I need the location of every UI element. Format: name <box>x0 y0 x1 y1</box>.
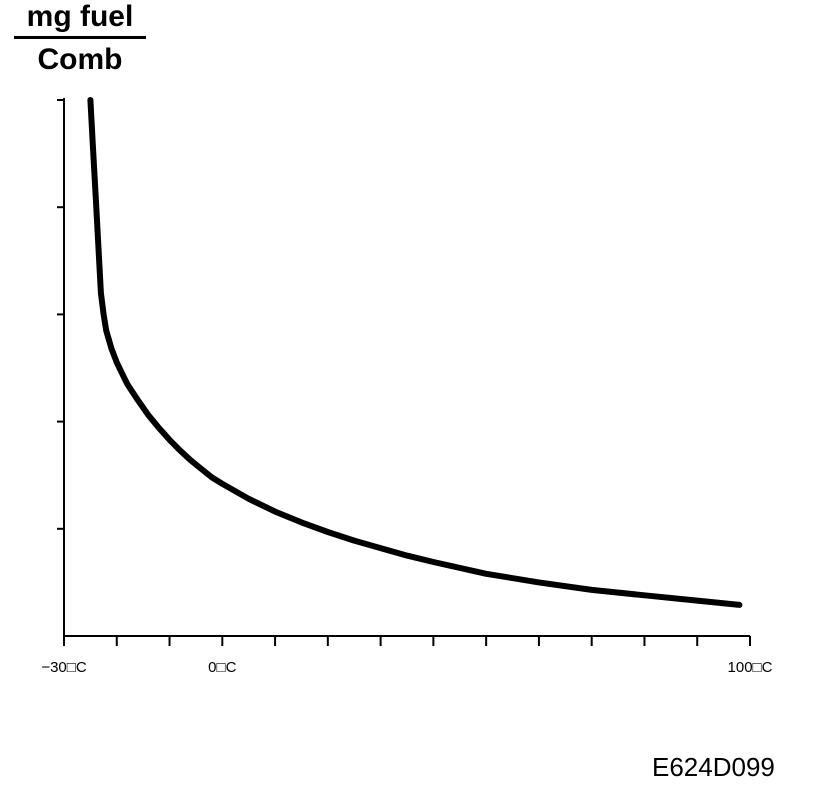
figure-code: E624D099 <box>652 752 775 782</box>
x-tick-label: 100□C <box>728 659 773 676</box>
fuel-curve-line <box>87 97 743 608</box>
x-tick-label: 0□C <box>208 659 236 676</box>
y-axis-label-denominator: Comb <box>37 43 123 76</box>
x-tick-label: −30□C <box>41 659 87 676</box>
y-axis-label-numerator: mg fuel <box>14 2 146 39</box>
y-axis-label: mg fuel Comb <box>14 2 146 75</box>
